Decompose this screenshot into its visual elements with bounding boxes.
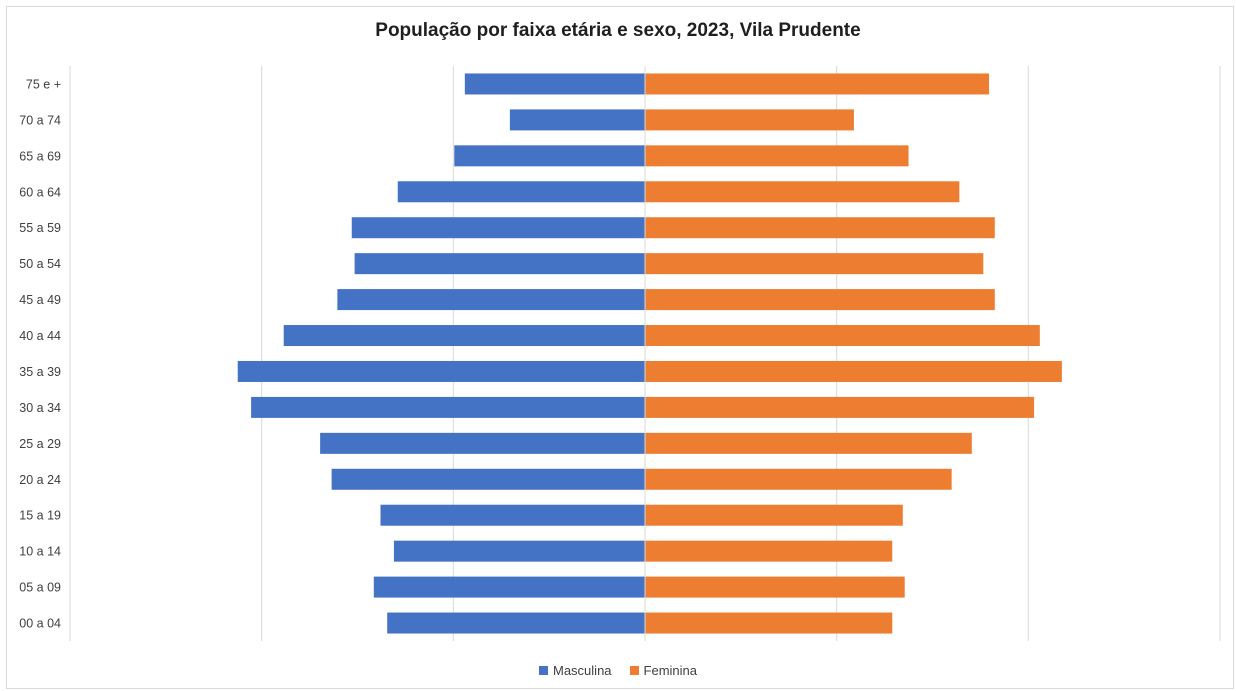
- legend-item-feminina: Feminina: [629, 663, 697, 678]
- legend: Masculina Feminina: [0, 663, 1236, 678]
- bar-masculina: [454, 145, 645, 167]
- bar-masculina: [354, 253, 645, 275]
- bar-masculina: [237, 360, 646, 382]
- bar-feminina: [645, 540, 893, 562]
- bar-masculina: [380, 504, 645, 526]
- category-tick-label: 20 a 24: [19, 473, 61, 487]
- category-tick-label: 55 a 59: [19, 221, 61, 235]
- bar-masculina: [351, 217, 645, 239]
- bar-masculina: [509, 109, 645, 131]
- bar-feminina: [645, 253, 984, 275]
- category-tick-label: 35 a 39: [19, 365, 61, 379]
- legend-swatch-masculina: [539, 666, 548, 675]
- legend-swatch-feminina: [629, 666, 639, 675]
- bar-masculina: [393, 540, 645, 562]
- bar-feminina: [645, 289, 995, 311]
- bar-masculina: [397, 181, 645, 203]
- bar-masculina: [331, 468, 645, 490]
- bar-feminina: [645, 612, 893, 634]
- bar-feminina: [645, 145, 909, 167]
- bar-feminina: [645, 504, 903, 526]
- bar-feminina: [645, 181, 960, 203]
- category-tick-label: 75 e +: [26, 77, 61, 91]
- category-tick-label: 60 a 64: [19, 185, 61, 199]
- category-tick-label: 05 a 09: [19, 581, 61, 595]
- category-tick-label: 70 a 74: [19, 113, 61, 127]
- category-tick-label: 45 a 49: [19, 293, 61, 307]
- bar-masculina: [464, 73, 645, 95]
- legend-label-feminina: Feminina: [643, 663, 697, 678]
- category-labels: 75 e + 70 a 74 65 a 69 60 a 64 55 a 59 50 a 5…: [19, 77, 61, 630]
- bar-feminina: [645, 468, 952, 490]
- bar-masculina: [283, 325, 645, 347]
- category-tick-label: 40 a 44: [19, 329, 61, 343]
- chart-title: População por faixa etária e sexo, 2023,…: [375, 20, 861, 41]
- bar-masculina: [373, 576, 645, 598]
- category-tick-label: 00 a 04: [19, 617, 61, 631]
- category-tick-label: 30 a 34: [19, 401, 61, 415]
- bar-feminina: [645, 325, 1040, 347]
- category-tick-label: 25 a 29: [19, 437, 61, 451]
- bar-feminina: [645, 432, 972, 454]
- bars: [237, 73, 1062, 634]
- legend-item-masculina: Masculina: [539, 663, 612, 678]
- legend-label-masculina: Masculina: [553, 663, 612, 678]
- bar-masculina: [251, 396, 645, 418]
- bar-masculina: [320, 432, 645, 454]
- bar-feminina: [645, 576, 905, 598]
- bar-feminina: [645, 73, 990, 95]
- bar-masculina: [387, 612, 645, 634]
- category-tick-label: 65 a 69: [19, 149, 61, 163]
- bar-feminina: [645, 396, 1035, 418]
- category-tick-label: 10 a 14: [19, 545, 61, 559]
- bar-feminina: [645, 217, 995, 239]
- bar-feminina: [645, 109, 854, 131]
- bar-masculina: [337, 289, 645, 311]
- category-tick-label: 15 a 19: [19, 509, 61, 523]
- bar-feminina: [645, 360, 1062, 382]
- category-tick-label: 50 a 54: [19, 257, 61, 271]
